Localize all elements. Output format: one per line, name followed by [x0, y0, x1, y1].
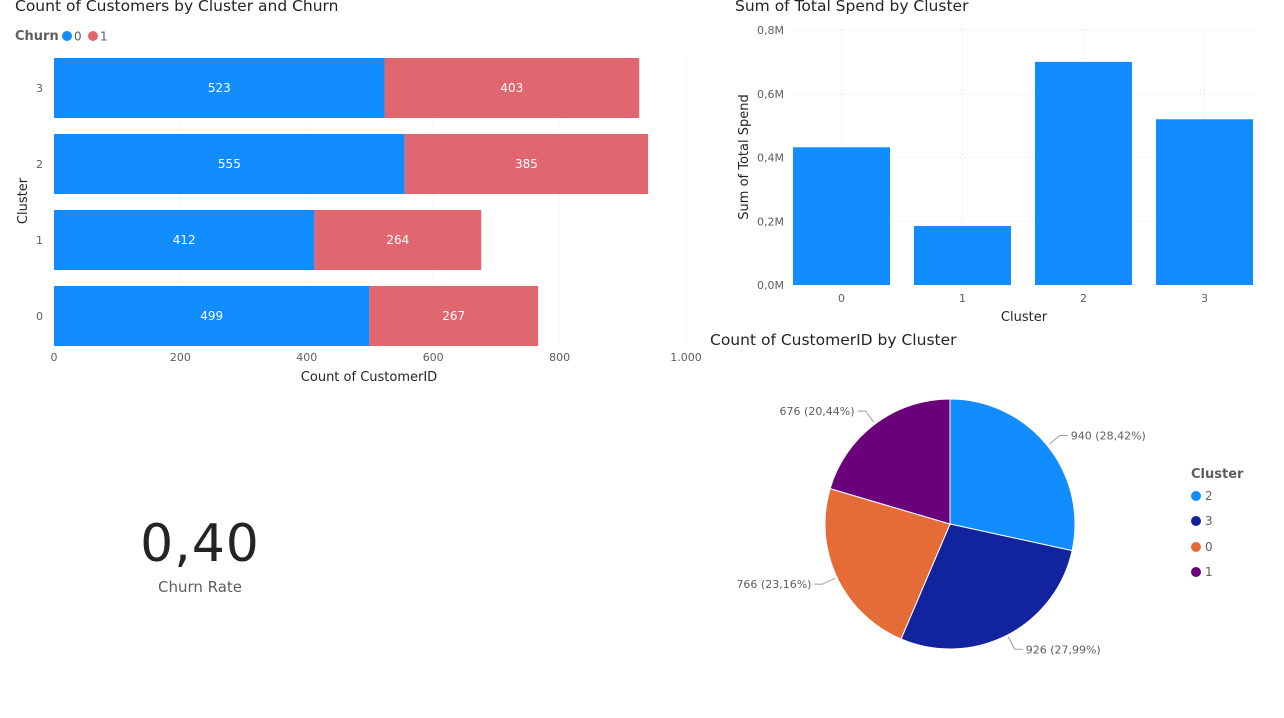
pie-slice-cluster-0 — [824, 488, 951, 640]
legend-dot-churn-1 — [88, 31, 98, 41]
pie-data-label: 766 (23,16%) — [736, 578, 811, 591]
y-tick-label: 0,2M — [757, 215, 784, 228]
pie-legend-item-3[interactable]: 3 — [1191, 509, 1213, 535]
x-axis-title: Count of CustomerID — [301, 370, 437, 385]
pie-legend-title: Cluster — [1191, 467, 1244, 482]
pie-chart: 940 (28,42%) 926 (27,99%) 766 (23,16%) 676 … — [736, 398, 1146, 656]
column-bar — [1035, 61, 1132, 285]
pie-slice-cluster-3 — [900, 523, 1073, 650]
y-tick-label: 0,6M — [757, 88, 784, 101]
bar-churn-1 — [384, 58, 640, 118]
legend-dot — [1191, 541, 1201, 552]
churn-rate-card: 0,40 Churn Rate — [100, 518, 300, 596]
bar-churn-1 — [369, 286, 539, 346]
x-tick-label: 200 — [170, 351, 191, 364]
bar-chart-title: Count of Customers by Cluster and Churn — [15, 0, 339, 15]
pie-leader-line — [1048, 435, 1068, 445]
pie-legend-item-2[interactable]: 2 — [1191, 483, 1213, 509]
column-bar — [1156, 119, 1253, 285]
data-label: 267 — [442, 309, 465, 323]
pie-data-label: 926 (27,99%) — [1026, 643, 1101, 656]
x-axis-title: Cluster — [1001, 310, 1048, 325]
y-axis-title: Sum of Total Spend — [737, 94, 752, 219]
data-label: 385 — [515, 157, 538, 171]
x-tick-label: 800 — [549, 351, 570, 364]
pie-data-label: 940 (28,42%) — [1071, 430, 1146, 443]
legend-label: 0 — [1205, 539, 1213, 554]
bar-churn-0 — [54, 58, 385, 118]
legend-dot — [1191, 490, 1201, 501]
churn-rate-label: Churn Rate — [157, 578, 243, 596]
bar-churn-1 — [404, 134, 649, 194]
column-chart-title: Sum of Total Spend by Cluster — [735, 0, 969, 15]
x-tick-label: 0 — [838, 292, 845, 305]
data-label: 523 — [208, 81, 231, 95]
bar-churn-1 — [314, 210, 482, 270]
pie-legend-item-0[interactable]: 0 — [1191, 534, 1213, 560]
column-bar — [914, 226, 1011, 285]
data-label: 403 — [500, 81, 523, 95]
x-tick-label: 1 — [959, 292, 966, 305]
legend-label: 3 — [1205, 514, 1213, 529]
y-tick-label: 0,4M — [757, 152, 784, 165]
legend-dot-churn-0 — [62, 31, 72, 41]
y-tick-label: 1 — [36, 234, 43, 247]
data-label: 499 — [200, 309, 223, 323]
x-tick-label: 400 — [296, 351, 317, 364]
pie-legend-item-1[interactable]: 1 — [1191, 560, 1213, 586]
y-tick-label: 0,0M — [757, 279, 784, 292]
x-tick-label: 0 — [51, 351, 58, 364]
legend-label: 2 — [1205, 488, 1213, 503]
pie-slice-cluster-2 — [949, 398, 1076, 552]
y-tick-label: 0,8M — [757, 24, 784, 37]
pie-slice-cluster-1 — [829, 398, 951, 525]
y-tick-label: 2 — [36, 158, 43, 171]
bar-churn-0 — [54, 286, 370, 346]
bar-churn-0 — [54, 210, 315, 270]
data-label: 412 — [173, 233, 196, 247]
bar-churn-0 — [54, 134, 405, 194]
x-tick-label: 600 — [423, 351, 444, 364]
data-label: 555 — [218, 157, 241, 171]
pie-legend: 2 3 0 1 — [1191, 483, 1213, 585]
x-tick-label: 2 — [1080, 292, 1087, 305]
churn-legend-title: Churn — [15, 29, 59, 44]
pie-leader-line — [857, 410, 875, 423]
pie-chart-title: Count of CustomerID by Cluster — [710, 331, 957, 349]
y-axis-title: Cluster — [16, 177, 31, 224]
column-bar — [793, 147, 890, 285]
legend-label: 1 — [1205, 565, 1213, 580]
pie-data-label: 676 (20,44%) — [780, 405, 855, 418]
column-chart: 0,0M 0,2M 0,4M 0,6M 0,8M 0 1 2 3 Cluster Sum of To… — [737, 24, 1254, 325]
y-tick-label: 3 — [36, 82, 43, 95]
x-tick-label: 1.000 — [670, 351, 702, 364]
stacked-bar-chart: 0 1 0 200 400 600 800 1.000 Count of CustomerID C… — [16, 30, 702, 386]
legend-label-churn-0: 0 — [74, 30, 82, 44]
legend-dot — [1191, 516, 1201, 527]
x-tick-label: 3 — [1201, 292, 1208, 305]
legend-label-churn-1: 1 — [100, 30, 108, 44]
churn-rate-value: 0,40 — [140, 514, 260, 574]
y-tick-label: 0 — [36, 310, 43, 323]
pie-leader-line — [1007, 636, 1023, 650]
data-label: 264 — [386, 233, 409, 247]
legend-dot — [1191, 567, 1201, 578]
pie-leader-line — [814, 577, 836, 585]
